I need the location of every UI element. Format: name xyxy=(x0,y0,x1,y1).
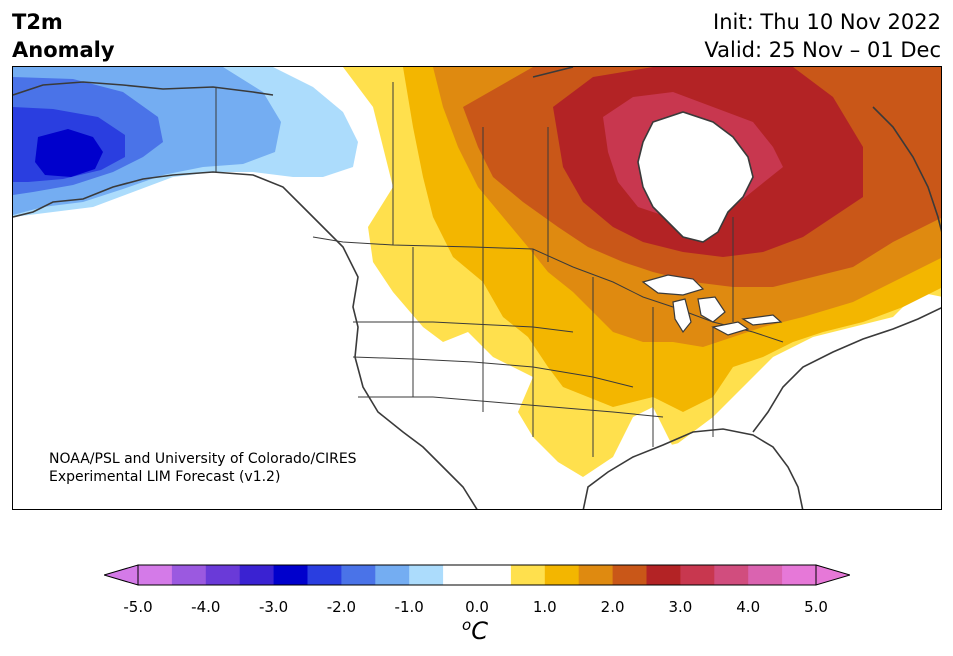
political-borders xyxy=(215,82,784,457)
coastlines xyxy=(13,67,941,509)
unit-letter: C xyxy=(471,617,488,645)
colorbar-tick-label: -3.0 xyxy=(258,598,289,616)
colorbar-frame xyxy=(137,564,817,586)
colorbar-tick-labels: -5.0 -4.0 -3.0 -2.0 -1.0 0.0 1.0 2.0 3.0 4.0 5.0 xyxy=(0,598,953,618)
colorbar-tick-label: 0.0 xyxy=(465,598,489,616)
init-date: Init: Thu 10 Nov 2022 xyxy=(713,10,941,34)
map-title: T2m Anomaly xyxy=(12,8,115,64)
atlantic-ocean xyxy=(773,327,941,509)
valid-date: Valid: 25 Nov – 01 Dec xyxy=(704,38,941,62)
credit-line-2: Experimental LIM Forecast (v1.2) xyxy=(49,469,281,485)
colorbar-tick-label: -1.0 xyxy=(394,598,424,616)
forecast-dates: Init: Thu 10 Nov 2022 Valid: 25 Nov – 01… xyxy=(704,8,941,64)
colorbar-bin xyxy=(205,565,241,585)
colorbar-bin xyxy=(138,565,173,585)
colorbar-bin xyxy=(612,565,647,585)
colorbar-over-arrow xyxy=(815,564,850,586)
colorbar-bin xyxy=(375,565,410,585)
colorbar-bin xyxy=(409,565,444,585)
colorbar-under-arrow xyxy=(104,564,139,586)
colorbar-unit: oC xyxy=(462,616,488,645)
quantity-label: Anomaly xyxy=(12,38,115,62)
colorbar-bin xyxy=(714,565,749,585)
colorbar-tick-label: 5.0 xyxy=(804,598,828,616)
colorbar-bin xyxy=(341,565,376,585)
colorbar-bin xyxy=(273,565,308,585)
colorbar-bin xyxy=(544,565,580,585)
credit-text: NOAA/PSL and University of Colorado/CIRE… xyxy=(49,450,357,486)
colorbar-tick-label: 3.0 xyxy=(668,598,693,616)
colorbar-bin xyxy=(477,565,512,585)
colorbar-tick-label: 2.0 xyxy=(600,598,625,616)
colorbar-tick-label: -5.0 xyxy=(123,598,153,616)
great-lakes xyxy=(641,274,783,336)
colorbar-tick-label: 1.0 xyxy=(532,598,557,616)
colorbar-bin xyxy=(578,565,614,585)
colorbar-bin xyxy=(239,565,275,585)
colorbar-tick-label: 4.0 xyxy=(736,598,761,616)
colorbar-bin xyxy=(680,565,715,585)
colorbar-tick-label: -4.0 xyxy=(191,598,221,616)
colorbar-bin xyxy=(307,565,342,585)
variable-label: T2m xyxy=(12,10,63,34)
colorbar-tick-label: -2.0 xyxy=(326,598,357,616)
colorbar xyxy=(104,564,850,586)
colorbar-bin xyxy=(782,565,817,585)
anomaly-map xyxy=(12,66,942,510)
colorbar-bin xyxy=(646,565,681,585)
colorbar-bin xyxy=(748,565,783,585)
pacific-ocean xyxy=(13,207,483,509)
credit-line-1: NOAA/PSL and University of Colorado/CIRE… xyxy=(49,451,357,467)
colorbar-bin xyxy=(443,565,478,585)
gulf-of-mexico xyxy=(574,432,812,509)
anomaly-region-minus-3 xyxy=(35,129,103,177)
colorbar-bin xyxy=(171,565,207,585)
colorbar-bin xyxy=(510,565,546,585)
degree-symbol: o xyxy=(462,616,472,634)
map-canvas xyxy=(13,67,941,509)
hudson-bay xyxy=(638,112,753,242)
